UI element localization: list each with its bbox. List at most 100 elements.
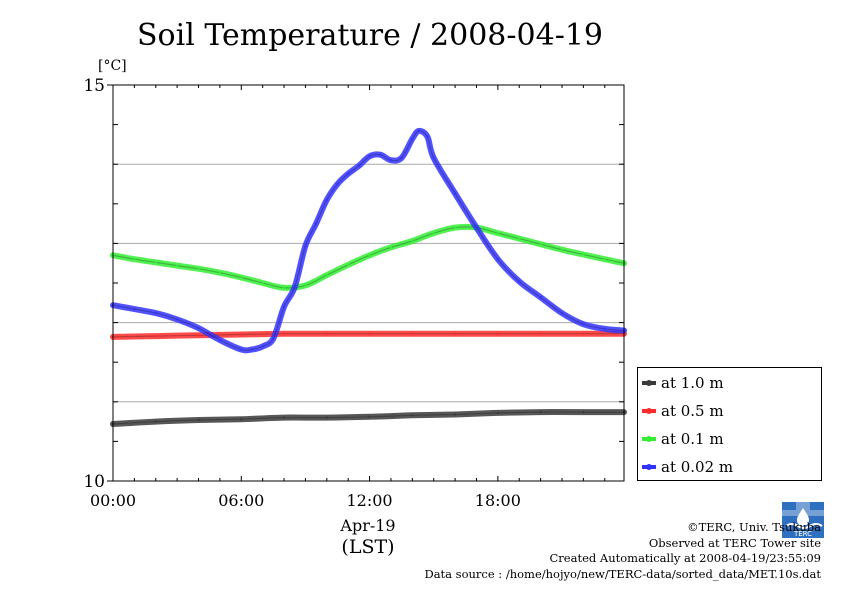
- x-tick-label: 18:00: [475, 491, 521, 510]
- y-tick-label: 15: [83, 76, 105, 96]
- series-point-3: [496, 258, 500, 261]
- terc-logo: TERC: [782, 502, 824, 538]
- x-tick-label: 06:00: [218, 491, 264, 510]
- series-point-0: [411, 414, 414, 417]
- series-point-2: [603, 258, 606, 261]
- credit-source: Data source : /home/hojyo/new/TERC-data/…: [424, 566, 821, 581]
- series-point-2: [368, 254, 371, 257]
- series-point-3: [346, 172, 350, 175]
- series-point-3: [154, 311, 157, 315]
- series-point-3: [314, 222, 318, 225]
- series-point-3: [453, 192, 457, 195]
- series-point-2: [346, 263, 350, 266]
- series-point-3: [293, 285, 296, 289]
- legend-item-01m: at 0.1 m: [642, 428, 724, 450]
- series-lines: [110, 127, 627, 427]
- series-point-0: [539, 410, 542, 414]
- chart-title: Soil Temperature / 2008-04-19: [137, 18, 603, 53]
- series-point-2: [304, 284, 307, 287]
- series-point-3: [417, 129, 420, 133]
- series-point-3: [518, 280, 521, 283]
- series-line-2: [110, 223, 627, 291]
- series-point-2: [453, 226, 457, 229]
- series-point-3: [250, 348, 254, 351]
- series-point-3: [272, 337, 275, 340]
- series-point-3: [368, 155, 371, 158]
- legend-label-1m: at 1.0 m: [661, 374, 724, 392]
- series-point-0: [282, 416, 286, 419]
- legend-item-05m: at 0.5 m: [642, 400, 724, 422]
- series-point-3: [197, 326, 200, 330]
- series-point-2: [218, 271, 222, 274]
- series-point-1: [411, 332, 414, 335]
- series-point-1: [197, 334, 200, 337]
- series-point-0: [154, 420, 157, 423]
- series-point-3: [282, 305, 286, 308]
- series-point-2: [496, 231, 500, 235]
- series-point-2: [539, 242, 542, 246]
- series-point-3: [426, 135, 429, 138]
- series-point-3: [261, 345, 264, 348]
- x-axis-unit-label: (LST): [341, 536, 394, 558]
- legend-swatch-01m: [642, 436, 656, 442]
- legend-swatch-1m: [642, 380, 656, 386]
- legend-item-002m: at 0.02 m: [642, 456, 733, 478]
- x-tick-label: 12:00: [347, 491, 393, 510]
- series-point-3: [240, 348, 243, 351]
- series-point-0: [368, 415, 371, 419]
- series-point-2: [389, 246, 393, 249]
- series-point-3: [325, 198, 329, 202]
- series-point-3: [357, 164, 361, 167]
- series-point-2: [325, 273, 329, 277]
- series-point-2: [582, 253, 585, 256]
- series-point-1: [582, 332, 585, 335]
- series-point-2: [175, 264, 179, 267]
- series-point-3: [603, 327, 606, 331]
- series-point-0: [240, 418, 243, 421]
- y-axis-unit: [°C]: [98, 58, 127, 74]
- series-point-2: [411, 239, 414, 243]
- series-point-3: [400, 156, 403, 160]
- series-point-3: [218, 338, 222, 342]
- legend-item-1m: at 1.0 m: [642, 372, 724, 394]
- series-point-3: [432, 156, 435, 160]
- series-point-1: [539, 332, 542, 335]
- gridlines: [113, 163, 624, 403]
- series-point-3: [539, 296, 542, 299]
- credit-created: Created Automatically at 2008-04-19/23:5…: [549, 551, 822, 565]
- series-point-1: [240, 333, 243, 336]
- credit-observed: Observed at TERC Tower site: [648, 535, 821, 550]
- series-point-0: [496, 411, 500, 415]
- series-point-1: [154, 334, 157, 338]
- legend-label-05m: at 0.5 m: [661, 402, 724, 420]
- series-point-2: [282, 286, 286, 289]
- series-point-0: [582, 410, 585, 414]
- series-point-3: [175, 318, 179, 321]
- series-point-1: [282, 332, 286, 335]
- legend-swatch-05m: [642, 408, 656, 414]
- series-point-2: [133, 258, 136, 261]
- logo-text: TERC: [793, 530, 812, 538]
- y-tick-label: 10: [83, 472, 105, 492]
- series-point-2: [432, 231, 435, 235]
- series-point-3: [304, 244, 307, 247]
- series-point-2: [240, 276, 243, 279]
- series-point-3: [582, 322, 585, 326]
- series-point-3: [560, 311, 564, 315]
- series-point-2: [154, 261, 157, 264]
- series-point-3: [389, 159, 393, 162]
- legend-label-002m: at 0.02 m: [661, 458, 734, 476]
- series-point-0: [197, 418, 200, 422]
- series-line-0: [110, 409, 627, 427]
- series-point-3: [336, 182, 339, 186]
- series-point-3: [411, 137, 414, 141]
- x-tick-label: 00:00: [90, 491, 136, 510]
- series-point-3: [379, 153, 382, 156]
- series-point-1: [496, 332, 500, 335]
- axis-ticks: 00:00 06:00 12:00 18:00 15 10: [83, 76, 624, 510]
- legend-label-01m: at 0.1 m: [661, 430, 724, 448]
- series-point-0: [453, 413, 457, 416]
- series-point-1: [368, 332, 371, 335]
- series-point-2: [261, 281, 264, 285]
